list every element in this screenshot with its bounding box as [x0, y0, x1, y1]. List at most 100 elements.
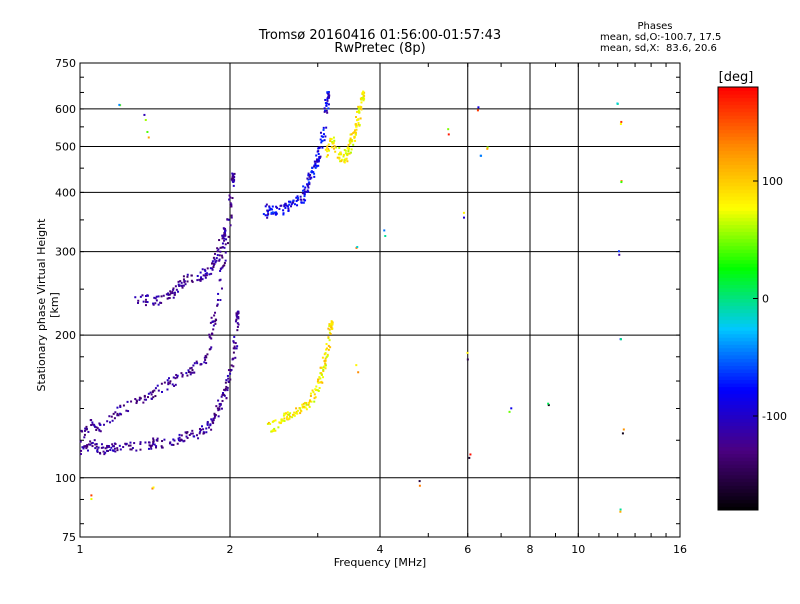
data-point	[283, 420, 286, 423]
x-tick-label: 10	[571, 543, 585, 556]
data-point	[84, 427, 87, 430]
data-point	[221, 246, 224, 249]
data-point	[218, 259, 221, 262]
data-point	[231, 177, 234, 180]
data-point	[302, 201, 305, 204]
data-point	[111, 419, 114, 422]
data-point	[95, 426, 98, 429]
data-point	[302, 405, 305, 408]
y-tick-label: 300	[55, 246, 76, 259]
data-point	[479, 154, 482, 157]
colorbar-strip	[718, 340, 758, 345]
data-point	[160, 382, 163, 385]
data-point	[86, 449, 89, 452]
colorbar-strip	[718, 453, 758, 458]
data-point	[304, 199, 307, 202]
data-point	[322, 370, 325, 373]
data-point	[187, 369, 190, 372]
data-point	[177, 437, 180, 440]
data-point	[190, 279, 193, 282]
data-point	[219, 267, 222, 270]
data-point	[315, 385, 318, 388]
colorbar-strip	[718, 203, 758, 208]
data-point	[330, 327, 333, 330]
data-point	[230, 203, 233, 206]
colorbar-strip	[718, 337, 758, 342]
colorbar-strip	[718, 213, 758, 218]
data-point	[322, 376, 325, 379]
data-point	[468, 456, 471, 459]
data-point	[338, 156, 341, 159]
data-point	[228, 198, 231, 201]
data-point	[355, 128, 358, 131]
data-point	[197, 437, 200, 440]
data-point	[134, 296, 137, 299]
data-point	[192, 364, 195, 367]
data-point	[269, 422, 272, 425]
data-point	[210, 337, 213, 340]
data-point	[346, 147, 349, 150]
data-point	[219, 402, 222, 405]
colorbar-strip	[718, 143, 758, 148]
data-point	[231, 197, 234, 200]
data-point	[189, 371, 192, 374]
data-point	[352, 131, 355, 134]
colorbar-tick-label: 100	[762, 175, 783, 188]
data-point	[185, 372, 188, 375]
data-point	[205, 356, 208, 359]
data-point	[112, 445, 115, 448]
data-point	[221, 394, 224, 397]
data-point	[237, 310, 240, 313]
colorbar-strip	[718, 168, 758, 173]
data-point	[232, 365, 235, 368]
data-point	[83, 433, 86, 436]
data-point	[152, 439, 155, 442]
data-point	[87, 430, 90, 433]
colorbar-strip	[718, 178, 758, 183]
x-tick-label: 2	[227, 543, 234, 556]
data-point	[152, 440, 155, 443]
data-point	[130, 400, 133, 403]
colorbar-strip	[718, 111, 758, 116]
data-point	[216, 254, 219, 257]
data-point	[237, 315, 240, 318]
colorbar-strip	[718, 393, 758, 398]
colorbar-strip	[718, 474, 758, 479]
data-point	[224, 387, 227, 390]
data-point	[236, 329, 239, 332]
colorbar-strip	[718, 326, 758, 331]
colorbar-strip	[718, 397, 758, 402]
data-point	[188, 434, 191, 437]
data-point	[214, 261, 217, 264]
data-point	[351, 139, 354, 142]
data-point	[86, 445, 89, 448]
data-point	[348, 147, 351, 150]
data-point	[166, 388, 169, 391]
colorbar-strip	[718, 492, 758, 497]
data-point	[321, 135, 324, 138]
data-point	[176, 374, 179, 377]
data-point	[306, 184, 309, 187]
data-point	[157, 389, 160, 392]
data-point	[327, 336, 330, 339]
data-point	[214, 322, 217, 325]
data-point	[447, 128, 450, 131]
data-point	[217, 399, 220, 402]
data-point	[185, 432, 188, 435]
data-point	[335, 146, 338, 149]
y-tick-label: 600	[55, 103, 76, 116]
data-point	[153, 296, 156, 299]
data-point	[159, 301, 162, 304]
data-point	[204, 274, 207, 277]
colorbar-strip	[718, 316, 758, 321]
colorbar-strip	[718, 270, 758, 275]
colorbar-strip	[718, 372, 758, 377]
data-point	[307, 401, 310, 404]
data-point	[347, 143, 350, 146]
data-point	[344, 149, 347, 152]
data-point	[349, 151, 352, 154]
data-point	[329, 137, 332, 140]
data-point	[157, 303, 160, 306]
data-point	[211, 260, 214, 263]
data-point	[361, 92, 364, 95]
